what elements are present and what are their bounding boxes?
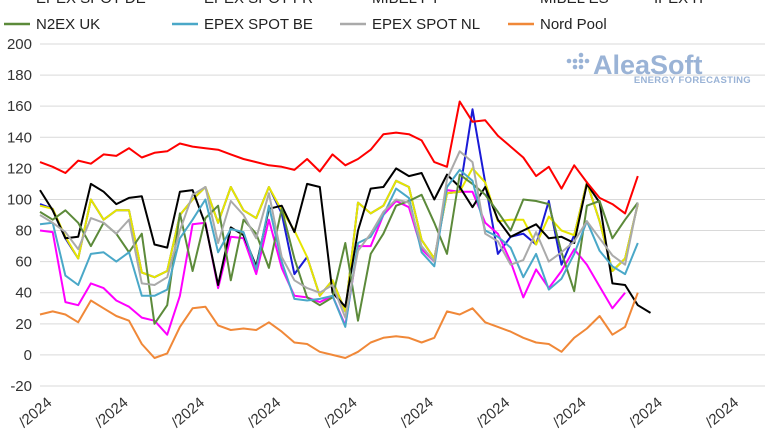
- legend-label-epex-spot-be: EPEX SPOT BE: [204, 16, 313, 33]
- legend-label-ipex-it: IPEX IT: [654, 0, 706, 7]
- x-tick-label: /2024: [92, 394, 132, 431]
- logo-name: AleaSoft: [593, 50, 703, 80]
- series-line-epex-spot-be: [39, 168, 639, 328]
- legend-label-epex-spot-nl: EPEX SPOT NL: [372, 16, 480, 33]
- x-tick-label: /2024: [626, 394, 666, 431]
- y-tick-label: 160: [7, 98, 32, 115]
- x-tick-label: /2024: [473, 394, 513, 431]
- series-line-ipex-it: [39, 100, 639, 215]
- legend-label-mibel-pt: MIBEL PT: [372, 0, 440, 7]
- y-tick-label: 100: [7, 191, 32, 208]
- series-line-n2ex-uk: [39, 173, 639, 325]
- x-tick-label: /2024: [168, 394, 208, 431]
- y-tick-label: 140: [7, 129, 32, 146]
- legend-label-epex-spot-de: EPEX SPOT DE: [36, 0, 146, 7]
- logo-tagline: ENERGY FORECASTING: [634, 75, 751, 86]
- x-tick-label: /2024: [550, 394, 590, 431]
- y-tick-label: 80: [15, 223, 32, 240]
- x-tick-label: /2024: [397, 394, 437, 431]
- aleasoft-logo: AleaSoft ENERGY FORECASTING: [566, 50, 751, 86]
- series-lines: [39, 100, 652, 359]
- x-axis-ticks: /2024/2024/2024/2024/2024/2024/2024/2024…: [16, 394, 743, 431]
- logo-dots-icon: [566, 52, 590, 70]
- y-tick-label: 200: [7, 36, 32, 53]
- series-line-nord-pool: [39, 292, 639, 359]
- x-tick-label: /2024: [16, 394, 56, 431]
- y-tick-label: 60: [15, 254, 32, 271]
- y-axis-ticks: -20 0 20 40 60 80 100 120 140 160 180 200: [7, 36, 32, 395]
- legend-label-n2ex-uk: N2EX UK: [36, 16, 100, 33]
- legend-label-mibel-es: MIBEL ES: [540, 0, 609, 7]
- legend-label-nord-pool: Nord Pool: [540, 16, 607, 33]
- series-line-mibel-pt: [39, 167, 639, 313]
- x-tick-label: /2024: [245, 394, 285, 431]
- y-tick-label: 20: [15, 316, 32, 333]
- series-line-epex-spot-fr: [39, 189, 626, 336]
- y-tick-label: -20: [10, 378, 32, 395]
- legend: EPEX SPOT DE EPEX SPOT FR MIBEL PT MIBEL ES…: [4, 0, 706, 33]
- series-line-mibel-es: [39, 167, 652, 314]
- y-tick-label: 120: [7, 160, 32, 177]
- y-tick-label: 180: [7, 67, 32, 84]
- y-tick-label: 0: [24, 347, 32, 364]
- x-tick-label: /2024: [702, 394, 742, 431]
- x-tick-label: /2024: [321, 394, 361, 431]
- legend-label-epex-spot-fr: EPEX SPOT FR: [204, 0, 313, 7]
- y-tick-label: 40: [15, 285, 32, 302]
- series-line-epex-spot-nl: [39, 150, 639, 319]
- grid: [40, 43, 765, 387]
